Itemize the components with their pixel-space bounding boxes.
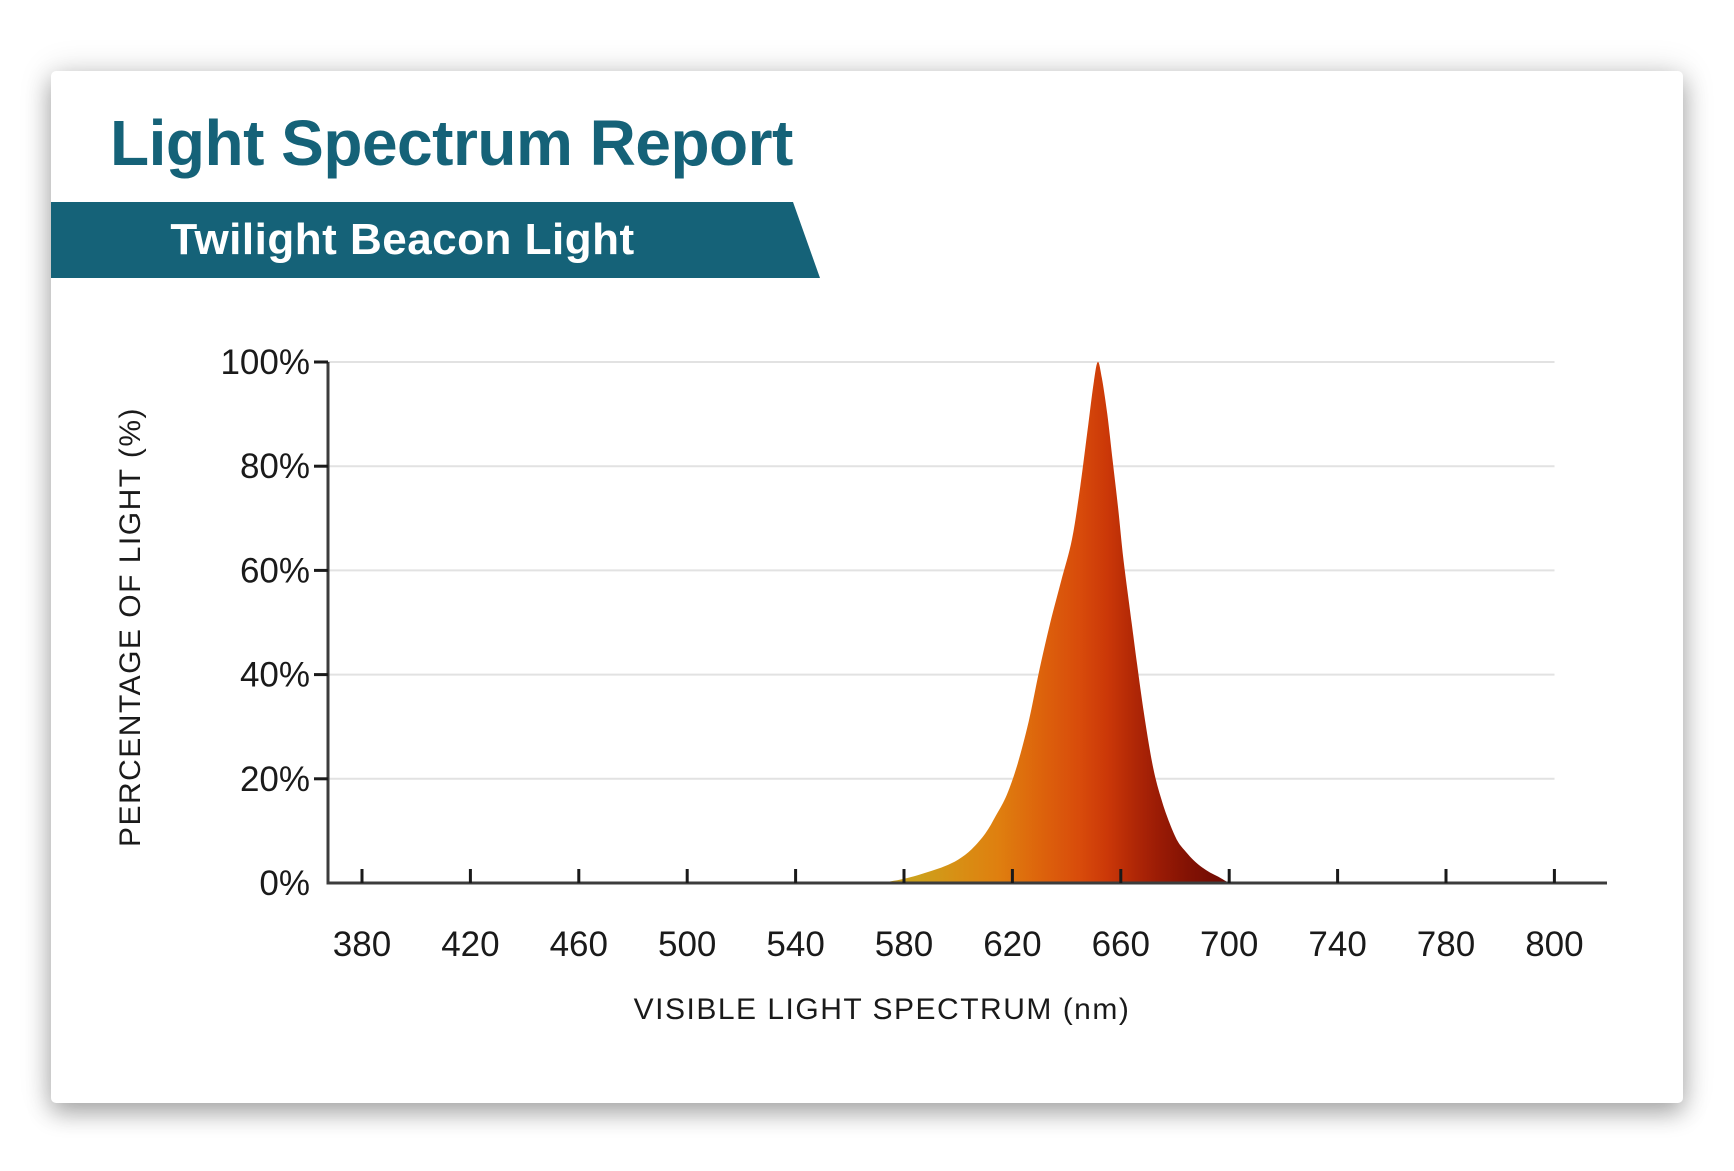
x-tick-label: 580 [875,925,933,964]
y-tick-label: 100% [220,343,310,382]
spectrum-curve [876,361,1230,883]
x-tick-label: 460 [550,925,608,964]
product-name-label: Twilight Beacon Light [170,215,635,264]
report-card: Light Spectrum Report Twilight Beacon Li… [51,71,1683,1103]
y-axis-title: PERCENTAGE OF LIGHT (%) [114,406,147,848]
y-tick-label: 40% [240,656,310,695]
x-tick-label: 380 [333,925,391,964]
x-tick-label: 420 [441,925,499,964]
y-tick-label: 20% [240,760,310,799]
x-tick-label: 780 [1417,925,1475,964]
x-tick-label: 500 [658,925,716,964]
y-tick-label: 60% [240,551,310,590]
spectrum-chart-canvas: 0% 20% 40% 60% 80% 100% 380 420 460 500 540 580 620 6… [220,343,1607,964]
y-tick-label: 0% [259,864,310,903]
y-tick-label: 80% [240,447,310,486]
x-tick-label: 700 [1200,925,1258,964]
report-title: Light Spectrum Report [110,107,793,179]
x-tick-label: 620 [983,925,1041,964]
x-tick-label: 660 [1092,925,1150,964]
spectrum-chart: 0% 20% 40% 60% 80% 100% 380 420 460 500 540 580 620 6… [51,71,1683,1103]
x-tick-label: 540 [766,925,824,964]
product-ribbon: Twilight Beacon Light [51,202,820,278]
x-tick-label: 800 [1525,925,1583,964]
x-axis-title: VISIBLE LIGHT SPECTRUM (nm) [633,993,1131,1026]
x-tick-label: 740 [1308,925,1366,964]
